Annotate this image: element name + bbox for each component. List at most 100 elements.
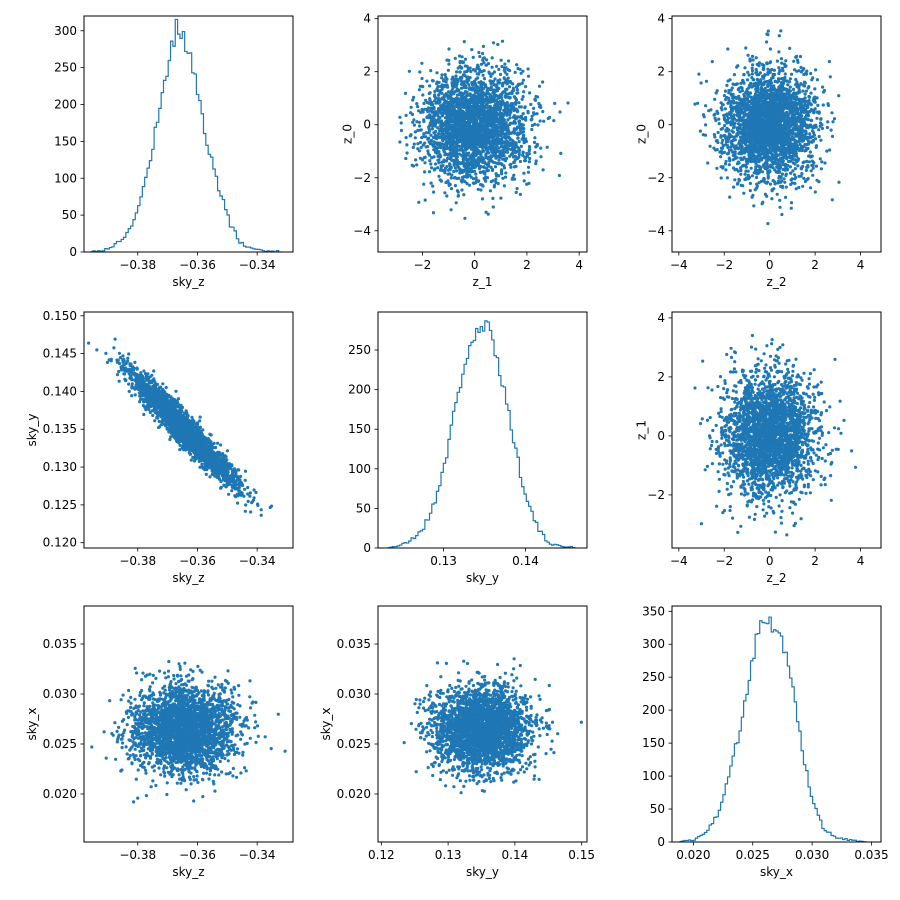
scatter-point: [438, 127, 442, 131]
scatter-point: [464, 134, 468, 138]
scatter-point: [456, 194, 460, 198]
scatter-point: [502, 66, 507, 70]
scatter-point: [409, 105, 413, 109]
scatter-point: [719, 127, 723, 131]
scatter-point: [481, 57, 485, 61]
scatter-point: [445, 130, 449, 134]
scatter-point: [815, 78, 820, 82]
scatter-point: [424, 145, 428, 149]
scatter-point: [483, 139, 488, 143]
scatter-point: [411, 98, 415, 102]
scatter-point: [501, 176, 505, 180]
scatter-point: [775, 59, 780, 63]
scatter-point: [704, 79, 709, 83]
scatter-point: [807, 98, 811, 103]
x-tick-label: 4: [575, 258, 583, 272]
scatter-point: [754, 67, 758, 72]
scatter-point: [797, 100, 801, 104]
scatter-point: [449, 120, 453, 124]
scatter-point: [457, 124, 461, 128]
scatter-point: [435, 100, 439, 104]
scatter-point: [428, 84, 432, 88]
scatter-point: [524, 85, 528, 89]
scatter-point: [496, 141, 500, 145]
scatter-point: [461, 149, 465, 153]
scatter-point: [503, 175, 508, 179]
scatter-point: [441, 138, 445, 142]
scatter-point: [535, 112, 539, 116]
scatter-point: [504, 121, 508, 125]
scatter-point: [471, 55, 475, 60]
scatter-point: [808, 186, 813, 190]
scatter-point: [517, 155, 521, 159]
scatter-point: [537, 84, 542, 88]
x-tick-label: −0.34: [239, 258, 276, 272]
scatter-point: [800, 167, 804, 171]
scatter-point: [479, 141, 483, 145]
scatter-point: [534, 159, 538, 163]
scatter-point: [474, 147, 478, 151]
scatter-point: [504, 87, 508, 91]
scatter-point: [532, 140, 537, 144]
scatter-point: [464, 86, 468, 90]
scatter-point: [465, 108, 469, 112]
scatter-point: [455, 144, 459, 148]
scatter-point: [452, 125, 456, 129]
scatter-point: [790, 181, 795, 185]
scatter-point: [486, 138, 490, 142]
scatter-point: [481, 184, 485, 188]
scatter-point: [473, 100, 477, 104]
scatter-point: [461, 110, 465, 114]
scatter-point: [491, 41, 496, 45]
plot-area: [398, 39, 570, 220]
scatter-point: [479, 150, 483, 155]
scatter-point: [490, 140, 494, 144]
scatter-point: [754, 175, 759, 180]
scatter-point: [530, 123, 535, 128]
x-tick-label: −2: [414, 258, 432, 272]
scatter-point: [783, 72, 787, 76]
scatter-point: [495, 139, 499, 143]
scatter-point: [505, 142, 510, 146]
scatter-point: [477, 179, 481, 183]
scatter-point: [404, 113, 408, 117]
y-tick-label: 150: [54, 134, 77, 148]
scatter-point: [487, 108, 491, 112]
scatter-point: [420, 84, 424, 88]
scatter-point: [761, 149, 766, 154]
scatter-point: [463, 154, 467, 158]
scatter-point: [788, 80, 792, 84]
scatter-point: [485, 176, 490, 180]
scatter-point: [411, 164, 416, 168]
scatter-point: [750, 54, 755, 59]
scatter-point: [463, 114, 467, 118]
scatter-point: [462, 126, 466, 130]
scatter-point: [511, 155, 515, 159]
scatter-point: [785, 167, 790, 171]
scatter-point: [496, 155, 500, 159]
scatter-point: [431, 103, 435, 107]
scatter-point: [439, 135, 443, 139]
scatter-point: [446, 68, 450, 72]
scatter-point: [438, 145, 442, 149]
scatter-point: [487, 123, 491, 127]
scatter-point: [468, 66, 472, 70]
scatter-point: [447, 153, 451, 157]
scatter-point: [736, 87, 740, 92]
scatter-point: [500, 64, 504, 69]
scatter-point: [512, 177, 517, 181]
scatter-point: [404, 136, 408, 140]
scatter-point: [436, 166, 440, 170]
scatter-point: [487, 117, 492, 122]
scatter-point: [516, 136, 520, 140]
scatter-point: [514, 190, 518, 194]
scatter-point: [791, 108, 795, 112]
scatter-point: [524, 137, 528, 141]
scatter-point: [503, 124, 507, 128]
scatter-point: [765, 62, 769, 66]
scatter-point: [778, 205, 782, 209]
scatter-point: [486, 212, 490, 216]
scatter-point: [783, 180, 787, 184]
scatter-point: [746, 53, 750, 57]
scatter-point: [826, 102, 830, 106]
